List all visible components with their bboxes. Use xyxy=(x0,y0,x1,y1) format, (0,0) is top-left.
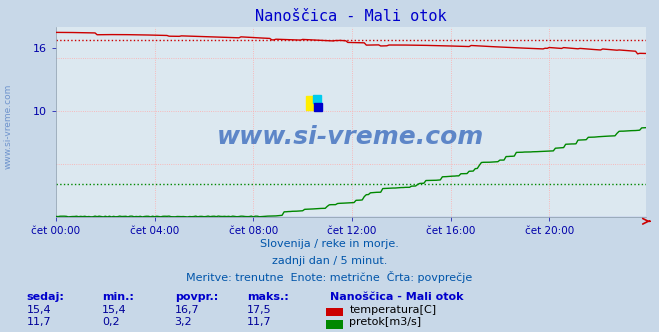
Text: povpr.:: povpr.: xyxy=(175,292,218,302)
Text: 15,4: 15,4 xyxy=(26,305,51,315)
Text: temperatura[C]: temperatura[C] xyxy=(349,305,436,315)
Text: 0,2: 0,2 xyxy=(102,317,120,327)
Text: Meritve: trenutne  Enote: metrične  Črta: povprečje: Meritve: trenutne Enote: metrične Črta: … xyxy=(186,271,473,283)
Text: 17,5: 17,5 xyxy=(247,305,272,315)
Text: 16,7: 16,7 xyxy=(175,305,199,315)
Text: 3,2: 3,2 xyxy=(175,317,192,327)
Text: 15,4: 15,4 xyxy=(102,305,127,315)
Text: min.:: min.: xyxy=(102,292,134,302)
Text: zadnji dan / 5 minut.: zadnji dan / 5 minut. xyxy=(272,256,387,266)
Text: www.si-vreme.com: www.si-vreme.com xyxy=(217,125,484,149)
Text: pretok[m3/s]: pretok[m3/s] xyxy=(349,317,421,327)
Text: sedaj:: sedaj: xyxy=(26,292,64,302)
Text: maks.:: maks.: xyxy=(247,292,289,302)
Text: 11,7: 11,7 xyxy=(247,317,272,327)
Text: Slovenija / reke in morje.: Slovenija / reke in morje. xyxy=(260,239,399,249)
Text: Nanoščica - Mali otok: Nanoščica - Mali otok xyxy=(330,292,463,302)
Title: Nanoščica - Mali otok: Nanoščica - Mali otok xyxy=(255,9,447,24)
Text: 11,7: 11,7 xyxy=(26,317,51,327)
Text: www.si-vreme.com: www.si-vreme.com xyxy=(3,83,13,169)
